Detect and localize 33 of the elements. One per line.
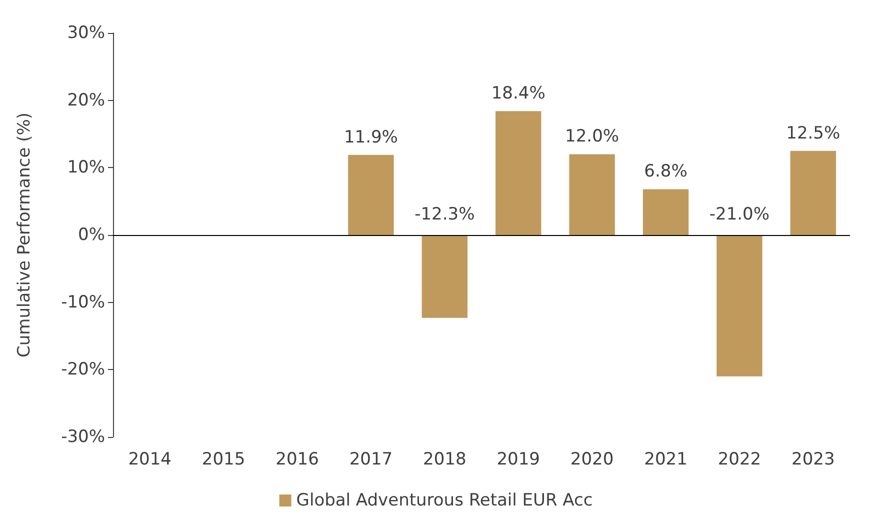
y-tick-label: 10% [67, 158, 105, 178]
x-tick-label: 2017 [349, 450, 393, 470]
x-tick-label: 2016 [276, 450, 319, 470]
legend-label: Global Adventurous Retail EUR Acc [296, 490, 593, 510]
y-tick-label: -30% [61, 427, 105, 447]
bar [716, 235, 762, 376]
data-label: -21.0% [709, 204, 770, 224]
bar [569, 154, 615, 235]
x-tick-label: 2021 [644, 450, 688, 470]
y-axis-title: Cumulative Performance (%) [14, 112, 34, 358]
x-tick-label: 2022 [718, 450, 762, 470]
x-tick-label: 2020 [570, 450, 614, 470]
y-tick-label: 30% [67, 23, 105, 43]
data-label: 11.9% [344, 127, 398, 148]
data-label: 6.8% [644, 162, 688, 182]
y-tick-label: 20% [67, 90, 105, 110]
y-tick-label: -20% [61, 360, 105, 380]
x-tick-label: 2014 [128, 450, 172, 470]
data-label: -12.3% [414, 204, 475, 224]
bar [422, 235, 468, 318]
bar [348, 154, 394, 235]
x-tick-label: 2015 [202, 450, 246, 470]
y-tick-label: -10% [61, 292, 105, 312]
x-tick-label: 2018 [423, 450, 466, 470]
data-label: 12.0% [565, 126, 620, 147]
x-tick-label: 2023 [792, 450, 835, 470]
y-tick-label: 0% [78, 225, 105, 245]
bar [642, 189, 689, 235]
bar [496, 111, 542, 235]
data-label: 18.4% [491, 84, 546, 104]
bar [790, 150, 836, 235]
x-tick-label: 2019 [496, 450, 540, 470]
data-label: 12.5% [786, 123, 840, 144]
